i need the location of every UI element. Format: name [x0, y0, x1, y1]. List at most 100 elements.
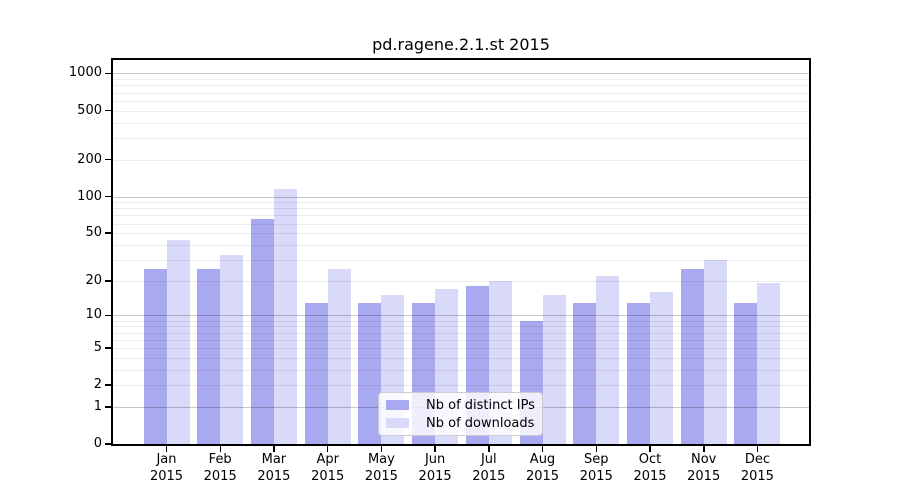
bar-aug-downloads: [542, 295, 566, 444]
y-tick-mark: [105, 195, 111, 198]
gridline: [113, 280, 809, 282]
legend: Nb of distinct IPs Nb of downloads: [378, 392, 543, 436]
y-tick-label: 10: [85, 307, 102, 323]
bar-apr-downloads: [327, 269, 351, 444]
gridline: [113, 92, 809, 94]
chart-title: pd.ragene.2.1.st 2015: [372, 35, 550, 54]
y-tick-label: 50: [85, 225, 102, 241]
gridline: [113, 100, 809, 102]
x-tick-mark: [488, 446, 490, 452]
gridline: [113, 326, 809, 328]
x-tick-mark: [541, 446, 544, 452]
gridline: [113, 233, 809, 235]
y-tick-label: 100: [77, 188, 102, 204]
gridline: [113, 339, 809, 341]
bar-apr-distinct-ips: [304, 302, 328, 444]
legend-label-distinct-ips: Nb of distinct IPs: [426, 397, 535, 413]
bar-dec-downloads: [757, 283, 781, 444]
gridline: [113, 85, 809, 87]
y-tick-label: 2: [93, 377, 102, 393]
y-tick-label: 200: [77, 151, 102, 167]
x-tick-mark: [219, 446, 221, 452]
x-tick-label: Sep 2015: [579, 452, 613, 484]
y-tick-label: 1000: [68, 65, 102, 81]
gridline: [113, 110, 809, 112]
gridline: [113, 223, 809, 225]
bar-oct-downloads: [650, 292, 673, 444]
bar-sep-downloads: [596, 275, 620, 444]
gridline: [113, 332, 809, 334]
x-tick-mark: [273, 446, 275, 452]
x-tick-label: Jan 2015: [149, 452, 184, 484]
gridline: [113, 159, 809, 161]
x-tick-label: Feb 2015: [203, 452, 237, 484]
y-tick-mark: [105, 406, 111, 408]
legend-swatch-distinct-ips: [386, 400, 409, 410]
x-tick-mark: [595, 446, 597, 452]
x-tick-label: Dec 2015: [740, 452, 774, 484]
bar-feb-downloads: [220, 254, 244, 444]
gridline: [113, 79, 809, 81]
x-tick-mark: [649, 446, 651, 452]
x-tick-label: Oct 2015: [633, 452, 667, 484]
bar-may-distinct-ips: [358, 302, 382, 444]
gridline: [113, 385, 809, 387]
gridline: [113, 369, 809, 371]
gridline: [113, 215, 809, 217]
y-tick-mark: [105, 158, 111, 161]
legend-item-downloads: Nb of downloads: [386, 415, 542, 432]
x-tick-label: May 2015: [364, 452, 398, 484]
y-tick-label: 1: [93, 398, 102, 414]
legend-swatch-downloads: [386, 418, 409, 428]
x-tick-mark: [434, 446, 436, 452]
x-tick-mark: [703, 446, 705, 452]
x-tick-label: Mar 2015: [257, 452, 291, 484]
x-tick-label: Jul 2015: [472, 452, 506, 484]
grid-layer: [113, 60, 809, 444]
x-tick-mark: [326, 446, 329, 452]
gridline: [113, 244, 809, 246]
x-tick-label: Aug 2015: [525, 452, 560, 484]
y-tick-label: 5: [93, 339, 102, 355]
y-tick-mark: [105, 347, 111, 349]
y-tick-label: 20: [85, 272, 102, 288]
x-tick-mark: [756, 446, 759, 452]
y-tick-mark: [105, 314, 111, 317]
gridline: [113, 73, 809, 75]
legend-item-distinct-ips: Nb of distinct IPs: [386, 397, 542, 414]
bar-mar-downloads: [273, 188, 297, 444]
x-tick-label: Nov 2015: [687, 452, 721, 484]
y-tick-mark: [105, 384, 111, 386]
gridline: [113, 137, 809, 139]
legend-label-downloads: Nb of downloads: [426, 415, 535, 431]
bar-sep-distinct-ips: [573, 302, 597, 444]
y-tick-mark: [105, 280, 111, 282]
y-tick-mark: [105, 232, 111, 234]
x-tick-mark: [380, 446, 383, 452]
x-tick-label: Jun 2015: [418, 452, 452, 484]
gridline: [113, 347, 809, 349]
bar-oct-distinct-ips: [627, 302, 650, 444]
gridline: [113, 320, 809, 322]
bar-jan-downloads: [166, 239, 190, 444]
bar-mar-distinct-ips: [250, 219, 274, 444]
bar-nov-distinct-ips: [680, 269, 704, 444]
y-tick-label: 0: [93, 436, 102, 451]
y-tick-mark: [105, 72, 111, 75]
gridline: [113, 196, 809, 198]
y-tick-mark: [105, 109, 111, 112]
gridline: [113, 202, 809, 204]
x-tick-mark: [165, 446, 168, 452]
x-tick-label: Apr 2015: [311, 452, 345, 484]
bar-dec-distinct-ips: [734, 302, 758, 444]
plot-area: Nb of distinct IPs Nb of downloads: [111, 58, 811, 446]
bar-jan-distinct-ips: [143, 269, 167, 444]
bar-nov-downloads: [703, 259, 727, 444]
y-tick-mark: [105, 443, 111, 445]
bar-feb-distinct-ips: [197, 269, 221, 444]
gridline: [113, 208, 809, 210]
gridline: [113, 315, 809, 317]
y-tick-label: 500: [77, 102, 102, 118]
gridline: [113, 122, 809, 124]
